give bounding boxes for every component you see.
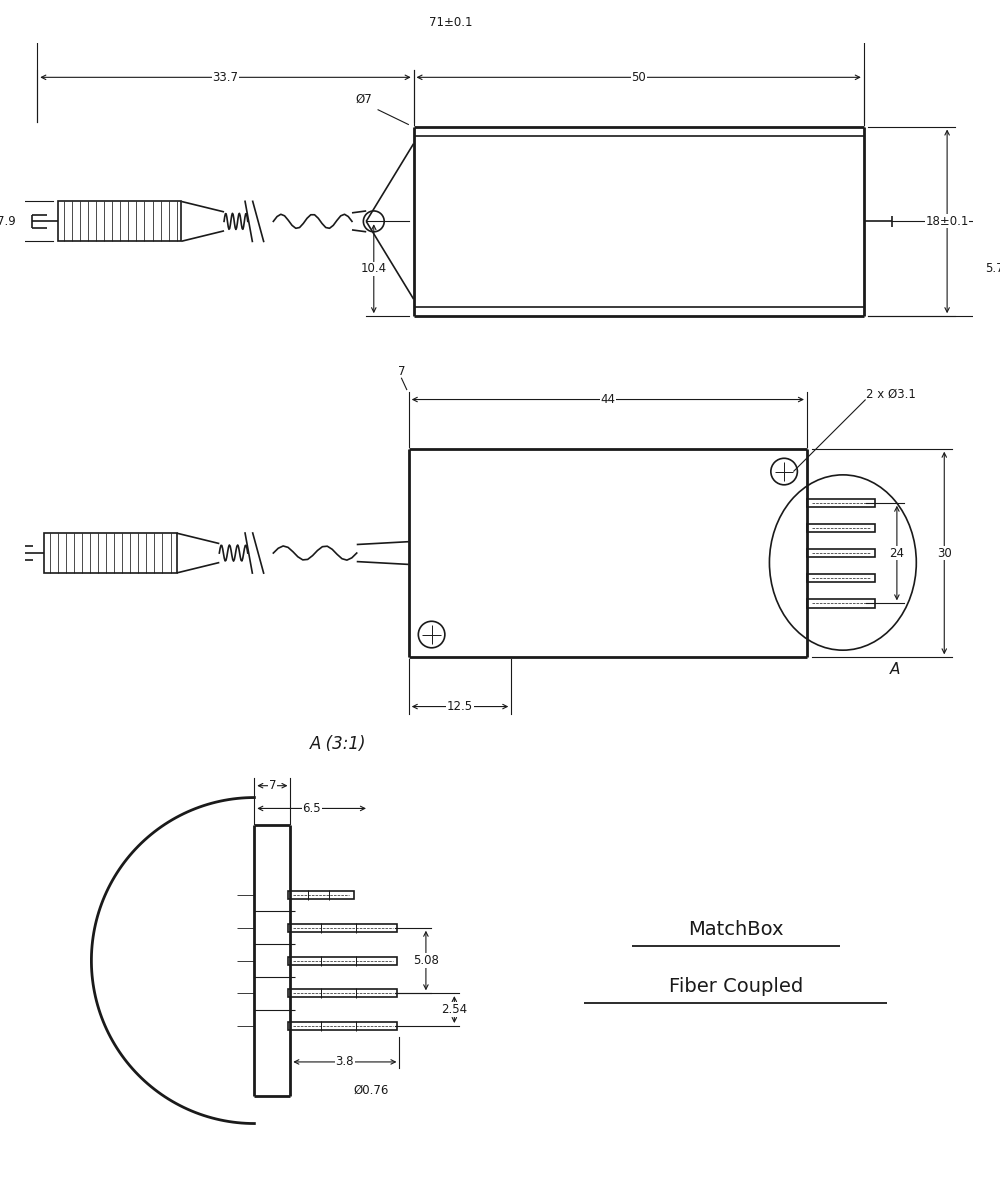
Text: 7: 7	[269, 780, 276, 793]
Bar	[807, 523, 875, 532]
Bar	[807, 498, 875, 508]
Text: 5.7: 5.7	[985, 262, 1000, 275]
Text: 33.7: 33.7	[212, 71, 238, 84]
Text: A (3:1): A (3:1)	[310, 735, 366, 753]
Text: 44: 44	[600, 393, 615, 407]
Text: 5.08: 5.08	[413, 954, 439, 967]
Text: 18±0.1: 18±0.1	[925, 215, 969, 227]
Text: A: A	[890, 662, 900, 677]
Bar	[807, 599, 875, 608]
Text: 30: 30	[937, 546, 952, 559]
Text: 7.9: 7.9	[0, 215, 15, 227]
Text: Fiber Coupled: Fiber Coupled	[669, 977, 803, 996]
Text: 3.8: 3.8	[336, 1055, 354, 1068]
Text: MatchBox: MatchBox	[688, 920, 784, 938]
Text: 7: 7	[398, 365, 405, 378]
Bar	[288, 924, 397, 932]
Bar	[288, 1021, 397, 1030]
Bar	[807, 574, 875, 582]
Bar	[807, 549, 875, 557]
Text: Ø0.76: Ø0.76	[354, 1084, 389, 1097]
Bar	[288, 989, 397, 997]
Text: 12.5: 12.5	[447, 700, 473, 713]
Bar	[58, 201, 181, 242]
Bar	[288, 891, 354, 899]
Text: 71±0.1: 71±0.1	[429, 16, 472, 29]
Text: Ø7: Ø7	[356, 93, 373, 106]
Text: 2.54: 2.54	[441, 1003, 467, 1017]
Bar	[44, 533, 177, 573]
Bar	[288, 956, 397, 965]
Text: 10.4: 10.4	[361, 262, 387, 275]
Text: 2 x Ø3.1: 2 x Ø3.1	[866, 387, 915, 401]
Text: 6.5: 6.5	[302, 802, 321, 814]
Text: 24: 24	[889, 546, 904, 559]
Text: 50: 50	[631, 71, 646, 84]
